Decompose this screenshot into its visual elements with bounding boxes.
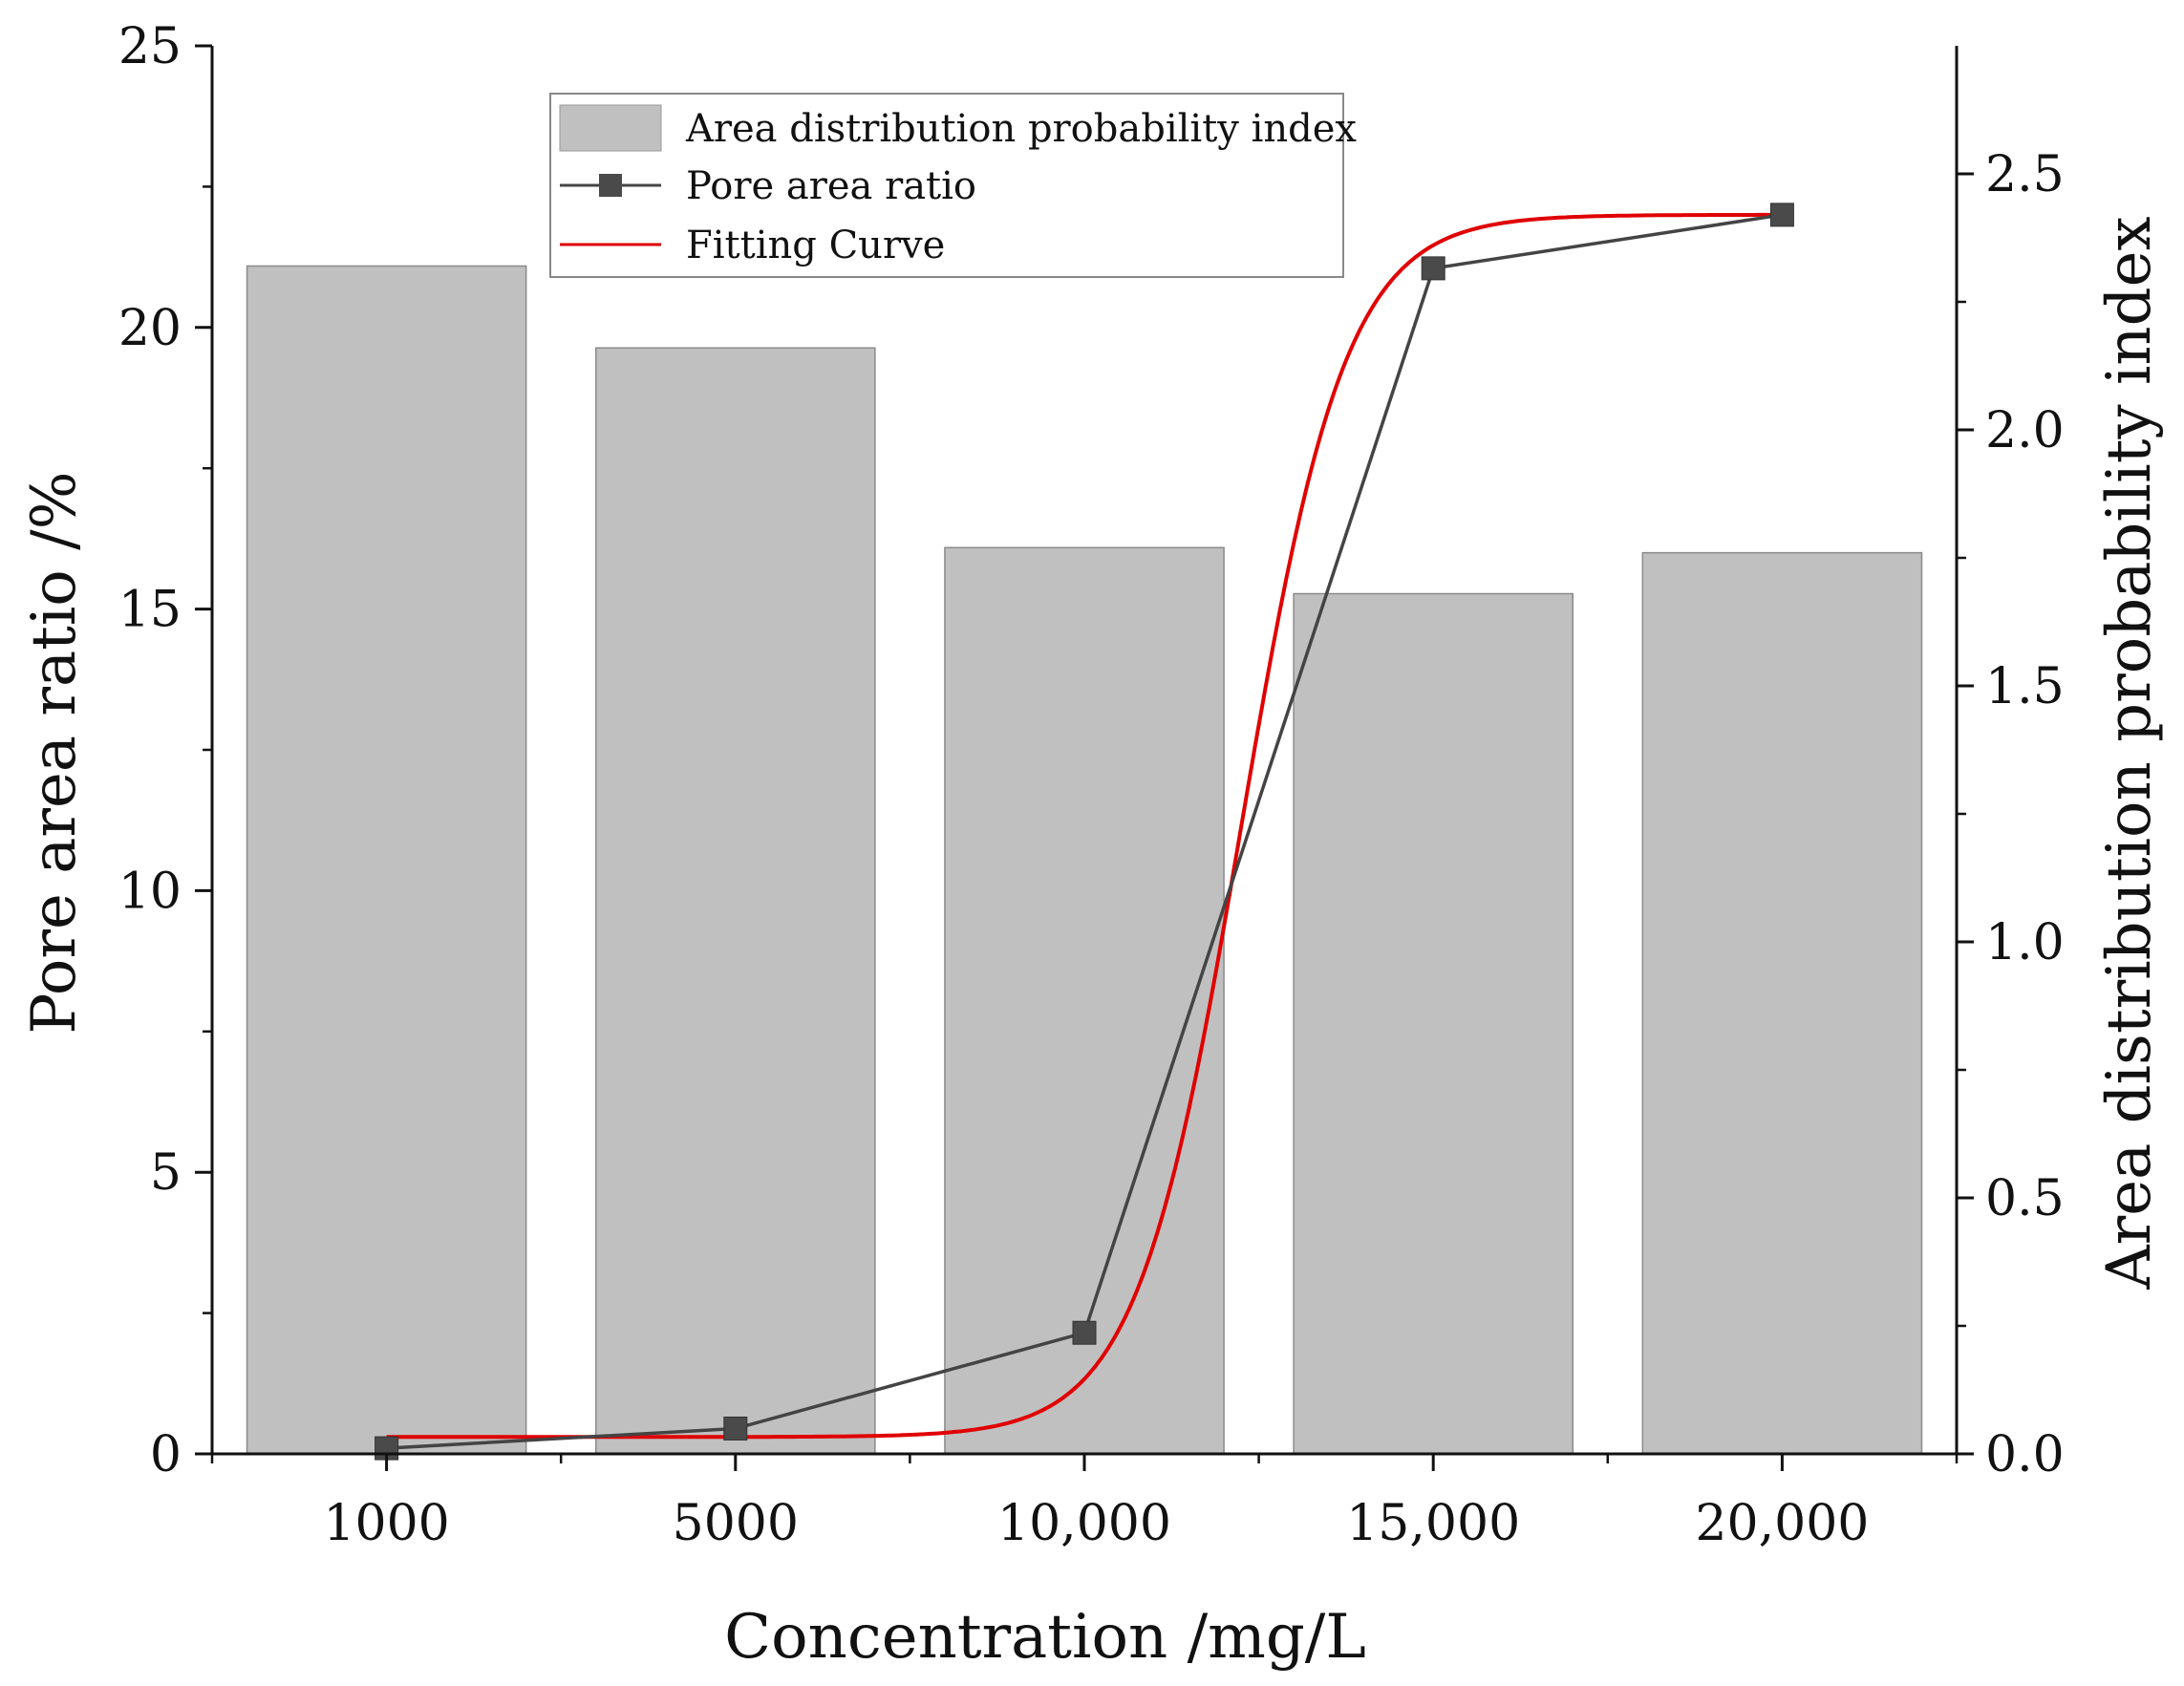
y-tick-label-5: 25: [118, 18, 182, 75]
y-tick-label-2: 10: [118, 863, 182, 920]
bars-layer: [246, 265, 1923, 1455]
y-axis-title: Pore area ratio /%: [19, 471, 90, 1034]
x-tick-label-3: 15,000: [1346, 1495, 1520, 1552]
y-tick-label-3: 15: [118, 582, 182, 639]
x-tick-label-2: 10,000: [997, 1495, 1171, 1552]
x-axis-title: Concentration /mg/L: [724, 1602, 1366, 1673]
y-tick-label-4: 20: [118, 300, 182, 357]
y2-tick-label-0: 0.0: [1985, 1426, 2065, 1483]
y2-tick-label-2: 1.0: [1985, 914, 2065, 971]
bar-4: [1641, 551, 1923, 1455]
y-tick-label-0: 0: [150, 1426, 182, 1483]
pore-area-ratio-point-4: [1769, 203, 1794, 227]
bar-0: [246, 265, 527, 1455]
x-tick-label-4: 20,000: [1695, 1495, 1869, 1552]
axes-layer: 0 5 10 15 20 25 0.0 0.5 1.0 1.5 2.0 2.5 1000 5000 10,0…: [118, 18, 2065, 1552]
x-tick-label-0: 1000: [323, 1495, 449, 1552]
y-tick-label-1: 5: [150, 1144, 182, 1202]
pore-area-ratio-point-2: [1072, 1320, 1097, 1345]
y2-tick-label-3: 1.5: [1985, 658, 2065, 715]
legend-swatch-marker: [599, 174, 622, 197]
y2-tick-label-4: 2.0: [1985, 402, 2065, 459]
fitting-curve: [386, 212, 1783, 1440]
bar-1: [594, 347, 876, 1455]
legend-label-line: Pore area ratio: [686, 164, 976, 208]
fitting-curve-layer: [386, 212, 1783, 1440]
pore-area-ratio-point-1: [723, 1416, 748, 1441]
y2-tick-label-5: 2.5: [1985, 146, 2065, 203]
legend-box: [549, 93, 1344, 278]
pore-area-line-layer: [375, 203, 1794, 1461]
legend-label-fit: Fitting Curve: [686, 224, 945, 267]
legend: Area distribution probability index Pore…: [549, 93, 1357, 278]
bar-2: [944, 546, 1225, 1455]
legend-swatch-bars: [559, 104, 662, 152]
pore-area-ratio-point-3: [1421, 256, 1445, 281]
y2-tick-label-1: 0.5: [1985, 1170, 2065, 1227]
y2-axis-title: Area distribution probability index: [2094, 216, 2165, 1290]
bar-3: [1293, 592, 1574, 1455]
legend-label-bars: Area distribution probability index: [685, 107, 1357, 151]
x-tick-label-1: 5000: [673, 1495, 799, 1552]
